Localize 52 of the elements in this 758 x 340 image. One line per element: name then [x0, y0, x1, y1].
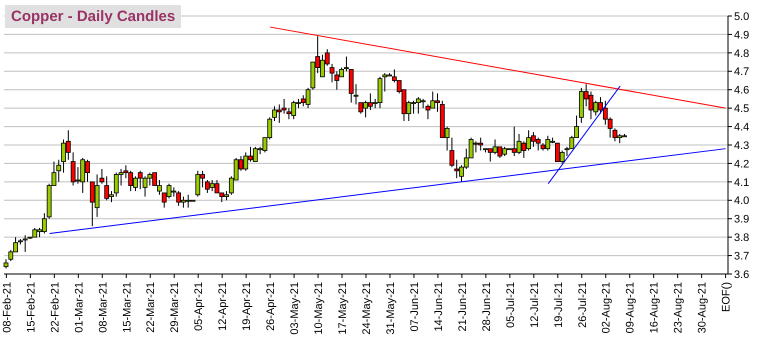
- x-tick-label: 15-Mar-21: [121, 282, 134, 333]
- x-tick-label: 29-Mar-21: [169, 282, 182, 333]
- x-tick-label: 07-Jun-21: [408, 282, 421, 332]
- x-tick-label: 12-Apr-21: [217, 282, 230, 331]
- y-tick-label: 4.4: [734, 121, 750, 134]
- chart-title: Copper - Daily Candles: [5, 5, 182, 28]
- x-tick-label: 10-May-21: [313, 282, 326, 335]
- x-tick-label: 22-Mar-21: [145, 282, 158, 333]
- x-tick-label: 17-May-21: [337, 282, 350, 335]
- y-tick-label: 4.3: [734, 140, 750, 152]
- y-tick-label: 4.6: [734, 84, 750, 97]
- x-tick-label: 30-Aug-21: [696, 282, 709, 334]
- x-tick-label: 19-Jul-21: [552, 282, 565, 328]
- y-tick-label: 4.1: [734, 176, 750, 189]
- y-tick-label: 5.0: [734, 10, 750, 23]
- x-tick-label: 22-Feb-21: [49, 282, 62, 333]
- y-tick-label: 3.7: [734, 250, 750, 262]
- x-tick-label: 08-Mar-21: [97, 282, 110, 333]
- x-tick-label: 26-Apr-21: [265, 282, 278, 331]
- y-tick-label: 4.5: [734, 103, 750, 116]
- x-tick-label: 31-May-21: [384, 282, 397, 335]
- candlestick: [330, 63, 334, 83]
- x-tick-label: 05-Apr-21: [193, 282, 206, 331]
- y-tick-label: 3.6: [734, 268, 750, 281]
- y-tick-label: 4.0: [734, 195, 750, 208]
- x-tick-label: 26-Jul-21: [576, 282, 589, 328]
- candlestick: [348, 68, 354, 104]
- x-tick-label: 21-Jun-21: [456, 282, 469, 332]
- y-tick-label: 4.8: [734, 48, 750, 60]
- x-tick-label: 01-Mar-21: [73, 282, 86, 333]
- y-tick-label: 3.8: [734, 232, 750, 244]
- y-tick-label: 3.9: [734, 214, 750, 226]
- candlestick: [344, 56, 349, 72]
- x-tick-label: 19-Apr-21: [241, 282, 254, 331]
- candlestick: [354, 84, 358, 105]
- x-tick-label: 15-Feb-21: [25, 282, 38, 333]
- x-tick-label: 12-Jul-21: [528, 282, 541, 328]
- x-tick-label: 02-Aug-21: [600, 282, 613, 334]
- candlestick: [4, 258, 8, 269]
- y-tick-label: 4.9: [734, 29, 750, 42]
- y-tick-label: 4.7: [734, 66, 750, 78]
- x-tick-label: 24-May-21: [361, 282, 373, 335]
- x-tick-label: 05-Jul-21: [504, 282, 517, 328]
- x-tick-label: EOF(): [720, 282, 733, 312]
- x-tick-label: 23-Aug-21: [672, 282, 685, 334]
- x-tick-label: 14-Jun-21: [432, 282, 445, 332]
- x-tick-label: 09-Aug-21: [624, 282, 637, 334]
- x-tick-label: 03-May-21: [289, 282, 302, 335]
- x-tick-label: 16-Aug-21: [648, 282, 661, 334]
- x-tick-label: 28-Jun-21: [480, 282, 493, 332]
- y-tick-label: 4.2: [734, 158, 750, 170]
- x-tick-label: 08-Feb-21: [1, 282, 14, 333]
